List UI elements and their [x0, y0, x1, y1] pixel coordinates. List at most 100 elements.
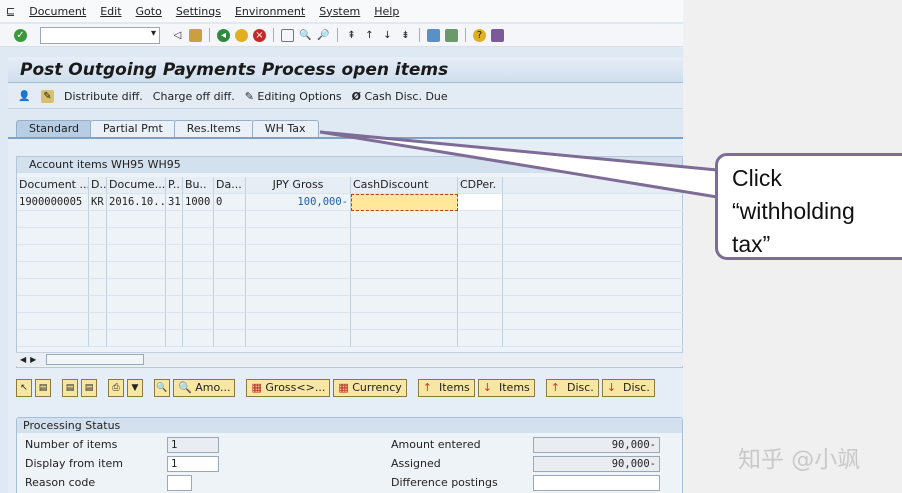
- filter-icon[interactable]: ▼: [127, 379, 143, 397]
- sort-ascending-icon: ↑: [550, 381, 560, 394]
- activate-items-icon[interactable]: ▤: [62, 379, 78, 397]
- table-header-row: Document ... D.. Docume... P.. Bu.. Da... JPY …: [17, 177, 683, 194]
- last-page-icon[interactable]: ⇟: [401, 29, 410, 41]
- menu-system[interactable]: System: [319, 4, 361, 18]
- separator: [465, 28, 466, 42]
- menu-environment[interactable]: Environment: [234, 4, 306, 18]
- menu-document[interactable]: Document: [29, 4, 87, 18]
- callout-pointer-shape: [319, 130, 719, 199]
- distribute-diff-button[interactable]: Distribute diff.: [64, 89, 143, 103]
- first-page-icon[interactable]: ⇞: [347, 29, 356, 41]
- column-header[interactable]: Document ...: [17, 177, 89, 194]
- new-session-icon[interactable]: [427, 28, 440, 42]
- menu-settings[interactable]: Settings: [175, 4, 221, 18]
- command-field[interactable]: [40, 26, 160, 44]
- binoculars-icon: 🔍: [178, 381, 192, 394]
- cash-disc-label: Cash Disc. Due: [364, 89, 448, 103]
- table-cell: [246, 262, 351, 279]
- column-header[interactable]: D..: [89, 177, 107, 194]
- table-cell: 2016.10..: [107, 194, 166, 211]
- menu-help[interactable]: Help: [374, 4, 400, 18]
- deselect-all-icon[interactable]: ▤: [35, 379, 51, 397]
- editing-options-button[interactable]: ✎ Editing Options: [245, 90, 342, 103]
- search-icon[interactable]: 🔍: [154, 379, 170, 397]
- table-cell: [351, 211, 458, 228]
- column-header[interactable]: P..: [166, 177, 183, 194]
- amount-entered-field: 90,000-: [533, 437, 660, 453]
- table-cell: [17, 330, 89, 347]
- shortcut-icon[interactable]: [445, 28, 458, 42]
- table-cell: [107, 279, 166, 296]
- table-cell: [503, 211, 683, 228]
- sort-items-ascending-button[interactable]: ↑ Items: [417, 379, 475, 397]
- help-icon[interactable]: ?: [473, 28, 486, 42]
- sort-disc-ascending-button[interactable]: ↑ Disc.: [545, 379, 599, 397]
- table-cell: [214, 313, 246, 330]
- menu-icon[interactable]: ⊑: [6, 4, 16, 18]
- table-cell: [166, 228, 183, 245]
- next-page-icon[interactable]: ↓: [383, 29, 392, 41]
- table-cell: [503, 279, 683, 296]
- sort-items-descending-button[interactable]: ↓ Items: [477, 379, 535, 397]
- back-icon[interactable]: ◂: [217, 28, 230, 42]
- table-cell: [166, 262, 183, 279]
- gross-net-button[interactable]: ▦ Gross<>...: [246, 379, 331, 397]
- menu-goto[interactable]: Goto: [135, 4, 162, 18]
- table-grid: Document ... D.. Docume... P.. Bu.. Da... JPY …: [17, 177, 683, 347]
- display-from-item-field[interactable]: 1: [167, 456, 219, 472]
- column-header[interactable]: CDPer.: [458, 177, 503, 194]
- currency-button[interactable]: ▦ Currency: [333, 379, 407, 397]
- sort-disc-descending-button[interactable]: ↓ Disc.: [601, 379, 655, 397]
- table-cell: [503, 194, 683, 211]
- horizontal-scrollbar[interactable]: ◀ ▶: [16, 352, 683, 366]
- table-cell: [458, 279, 503, 296]
- table-cell: [183, 330, 214, 347]
- search-amount-button[interactable]: 🔍 Amo...: [173, 379, 236, 397]
- print-list-icon[interactable]: ⎙: [108, 379, 124, 397]
- select-all-icon[interactable]: ↖: [16, 379, 32, 397]
- scroll-left-icon[interactable]: ◀: [20, 355, 27, 364]
- tab-standard[interactable]: Standard: [16, 120, 93, 137]
- scroll-right-icon[interactable]: ▶: [30, 355, 37, 364]
- back-arrow-icon[interactable]: ◁: [173, 29, 182, 41]
- find-icon[interactable]: 🔍: [299, 29, 312, 41]
- column-header[interactable]: Docume...: [107, 177, 166, 194]
- column-header[interactable]: JPY Gross: [246, 177, 351, 194]
- deactivate-items-icon[interactable]: ▤: [81, 379, 97, 397]
- layout-menu-icon[interactable]: [491, 28, 504, 42]
- watermark: 知乎 @小飒: [738, 447, 861, 473]
- table-cell: [89, 313, 107, 330]
- cash-disc-due-button[interactable]: Ø Cash Disc. Due: [352, 90, 448, 103]
- scroll-thumb[interactable]: [46, 354, 145, 365]
- previous-page-icon[interactable]: ↑: [365, 29, 374, 41]
- cancel-icon[interactable]: ×: [253, 28, 266, 42]
- table-cell: [351, 330, 458, 347]
- table-cell: [503, 262, 683, 279]
- table-cell: [166, 296, 183, 313]
- column-header[interactable]: Bu..: [183, 177, 214, 194]
- separator: [337, 28, 338, 42]
- charge-off-diff-button[interactable]: Charge off diff.: [152, 89, 235, 103]
- amount-entered-label: Amount entered: [391, 438, 481, 451]
- exit-icon[interactable]: [235, 28, 248, 42]
- table-cell: [17, 279, 89, 296]
- table-cell: [107, 330, 166, 347]
- person-icon[interactable]: 👤: [18, 90, 31, 102]
- reason-code-field[interactable]: [167, 475, 192, 491]
- enter-icon[interactable]: ✓: [14, 28, 27, 42]
- table-cell: [17, 262, 89, 279]
- menu-edit[interactable]: Edit: [100, 4, 122, 18]
- table-cell: [351, 313, 458, 330]
- cash-discount-input[interactable]: [351, 194, 458, 211]
- table-cell: [17, 313, 89, 330]
- sort-ascending-icon: ↑: [422, 381, 432, 394]
- cd-percent-input[interactable]: [458, 194, 503, 211]
- print-icon[interactable]: [281, 28, 294, 42]
- edit-icon[interactable]: ✎: [41, 89, 54, 103]
- tab-wh-tax[interactable]: WH Tax: [251, 120, 319, 137]
- table-cell: [351, 279, 458, 296]
- column-header[interactable]: Da...: [214, 177, 246, 194]
- column-header[interactable]: CashDiscount: [351, 177, 458, 194]
- save-icon[interactable]: [189, 28, 202, 42]
- find-next-icon[interactable]: 🔎: [317, 29, 330, 41]
